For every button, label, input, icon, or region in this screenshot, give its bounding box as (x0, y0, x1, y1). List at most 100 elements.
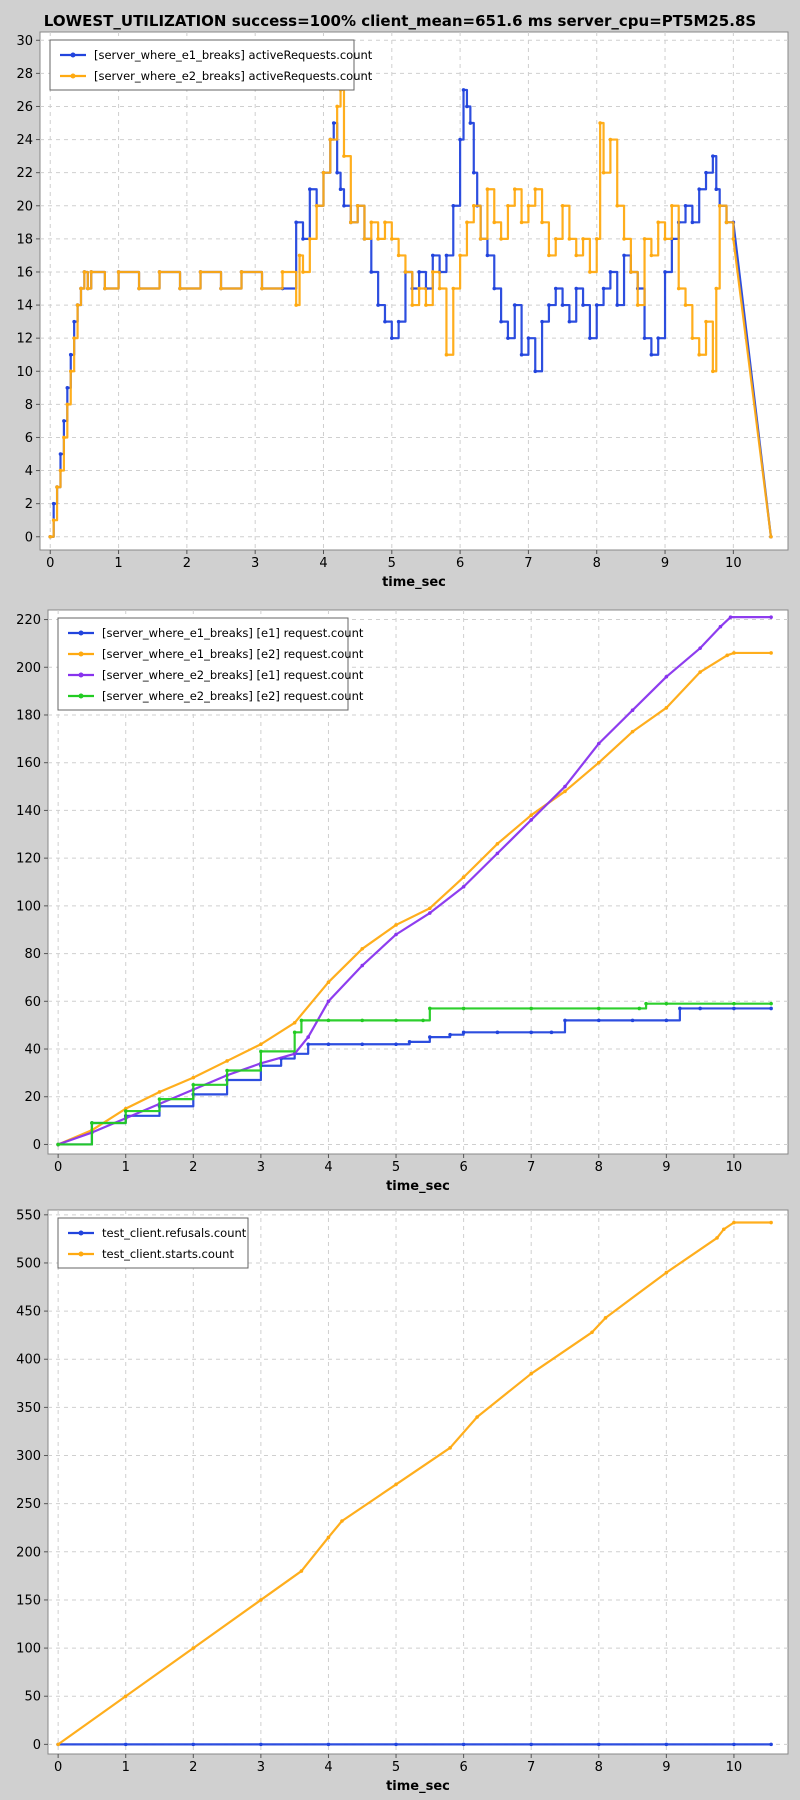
data-point (732, 1006, 736, 1011)
data-point (259, 1042, 263, 1047)
x-tick-label: 5 (388, 556, 396, 571)
data-point (519, 220, 524, 225)
data-point (495, 1030, 500, 1035)
data-point (465, 104, 469, 109)
data-point (314, 203, 319, 208)
x-axis-label: time_sec (382, 575, 446, 590)
y-tick-label: 180 (16, 708, 41, 723)
data-point (717, 203, 722, 208)
data-point (698, 646, 702, 650)
y-tick-label: 550 (16, 1208, 41, 1223)
data-point (72, 319, 76, 324)
data-point (259, 1049, 263, 1054)
data-point (732, 1001, 736, 1006)
data-point (56, 1142, 60, 1147)
data-point (360, 963, 365, 968)
data-point (65, 402, 70, 407)
data-point (594, 303, 599, 307)
data-point (596, 760, 601, 765)
data-point (553, 286, 558, 291)
data-point (615, 203, 620, 208)
data-point (394, 932, 398, 937)
data-point (547, 253, 551, 258)
data-point (79, 286, 83, 291)
x-tick-label: 5 (392, 1760, 400, 1775)
data-point (663, 237, 667, 241)
y-tick-label: 250 (16, 1497, 41, 1512)
y-tick-label: 500 (16, 1256, 41, 1271)
data-point (58, 468, 63, 473)
data-point (157, 270, 162, 274)
data-point (512, 187, 517, 192)
data-point (56, 1142, 60, 1147)
data-point (512, 303, 517, 307)
data-point (465, 220, 469, 225)
data-point (622, 253, 626, 258)
data-point (383, 220, 387, 225)
data-point (540, 319, 544, 324)
data-point (601, 170, 606, 175)
data-point (560, 203, 565, 208)
data-point (56, 1742, 60, 1747)
data-point (529, 1742, 533, 1747)
data-point (715, 1236, 719, 1240)
data-point (103, 286, 107, 291)
data-point (55, 485, 59, 489)
data-point (574, 253, 579, 258)
data-point (292, 1051, 297, 1056)
data-point (458, 137, 462, 142)
x-tick-label: 6 (459, 1760, 467, 1775)
x-tick-label: 0 (54, 1760, 62, 1775)
data-point (495, 842, 500, 846)
data-point (157, 1104, 162, 1109)
data-point (191, 1646, 196, 1650)
data-point (68, 352, 73, 357)
series-line-1 (57, 1221, 772, 1746)
y-tick-label: 300 (16, 1449, 41, 1464)
y-tick-label: 20 (16, 199, 33, 214)
data-point (769, 534, 773, 539)
legend-label: [server_where_e2_breaks] [e1] request.co… (102, 668, 364, 682)
data-point (417, 270, 421, 274)
data-point (499, 237, 503, 241)
data-point (90, 1121, 94, 1125)
data-point (157, 1097, 162, 1101)
data-point (396, 253, 401, 258)
data-point (75, 303, 80, 307)
data-point (430, 270, 435, 274)
data-point (664, 706, 669, 710)
data-point (89, 270, 94, 274)
data-point (608, 137, 613, 142)
x-tick-label: 3 (251, 556, 259, 571)
data-point (644, 1001, 648, 1006)
x-tick-label: 1 (122, 1760, 130, 1775)
y-tick-label: 24 (16, 133, 33, 148)
data-point (598, 121, 602, 125)
series-line-2 (57, 616, 772, 1146)
data-point (48, 534, 53, 539)
data-point (89, 270, 94, 274)
y-tick-label: 0 (33, 1738, 41, 1753)
data-point (292, 1030, 297, 1035)
data-point (299, 1018, 304, 1023)
data-point (362, 237, 367, 241)
data-point (394, 1042, 398, 1047)
data-point (191, 1075, 196, 1080)
data-point (603, 1316, 608, 1320)
data-point (461, 1742, 466, 1747)
data-point (360, 947, 365, 951)
data-point (314, 203, 319, 208)
legend-swatch-marker (70, 52, 76, 58)
data-point (529, 1030, 533, 1035)
data-point (421, 1018, 425, 1023)
data-point (448, 1446, 452, 1450)
data-point (355, 203, 360, 208)
data-point (732, 1220, 736, 1225)
data-point (731, 220, 736, 225)
data-point (280, 270, 285, 274)
data-point (369, 270, 374, 274)
data-point (157, 1102, 162, 1106)
y-tick-label: 14 (16, 299, 33, 314)
